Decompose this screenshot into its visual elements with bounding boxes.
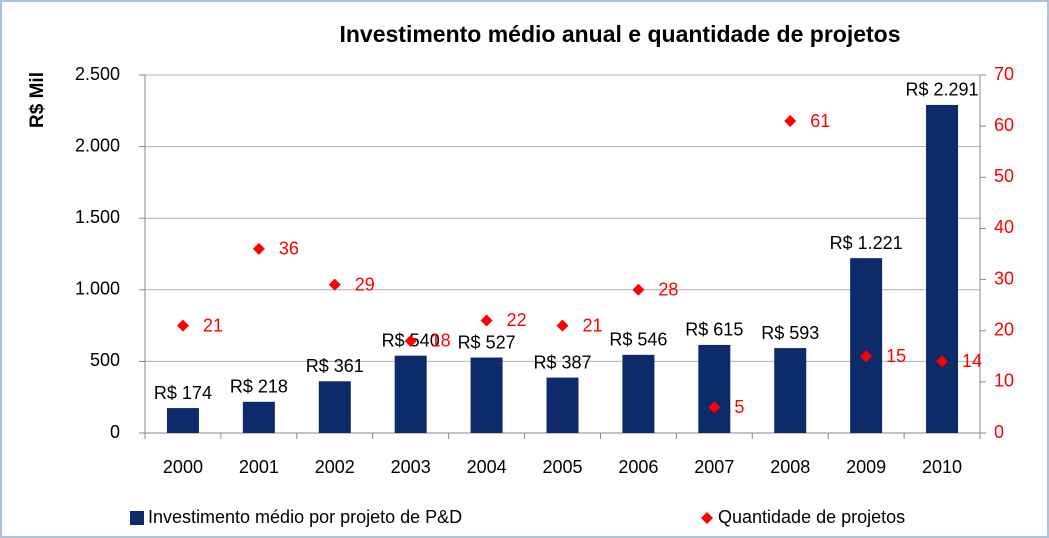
point [480, 314, 493, 327]
data-label: 28 [658, 280, 678, 300]
data-label: R$ 615 [685, 320, 743, 340]
legend-swatch [130, 511, 144, 525]
bar [166, 408, 199, 433]
data-label: 22 [507, 310, 527, 330]
y-tick-label: 2.000 [75, 135, 120, 155]
x-tick-label: 2000 [163, 457, 203, 477]
y2-tick-label: 30 [994, 268, 1014, 288]
x-tick-label: 2008 [770, 457, 810, 477]
data-label: 21 [203, 315, 223, 335]
bar [774, 348, 807, 433]
y-tick-label: 0 [110, 422, 120, 442]
x-tick-label: 2001 [239, 457, 279, 477]
x-tick-label: 2004 [467, 457, 507, 477]
data-label: 14 [962, 351, 982, 371]
point [860, 350, 873, 363]
x-tick-label: 2007 [694, 457, 734, 477]
y2-tick-label: 60 [994, 115, 1014, 135]
point [328, 278, 341, 291]
y2-tick-label: 10 [994, 371, 1014, 391]
bar [622, 354, 655, 433]
y-axis-label: R$ Mil [27, 72, 48, 128]
bar [926, 104, 959, 433]
bar [698, 344, 731, 433]
data-label: 21 [583, 315, 603, 335]
x-tick-label: 2006 [618, 457, 658, 477]
point [936, 355, 949, 368]
data-label: 15 [886, 346, 906, 366]
x-tick-label: 2005 [542, 457, 582, 477]
point [784, 115, 797, 128]
point [252, 242, 265, 255]
data-label: 36 [279, 239, 299, 259]
bar [546, 377, 579, 433]
data-label: R$ 2.291 [906, 80, 979, 100]
data-label: R$ 1.221 [830, 233, 903, 253]
data-label: R$ 546 [609, 330, 667, 350]
x-tick-label: 2002 [315, 457, 355, 477]
y-tick-label: 1.000 [75, 279, 120, 299]
x-tick-label: 2009 [846, 457, 886, 477]
data-label: 5 [734, 397, 744, 417]
point [708, 401, 721, 414]
bar [242, 401, 275, 433]
point [404, 334, 417, 347]
bar [318, 381, 351, 433]
data-label: R$ 527 [458, 332, 516, 352]
data-label: R$ 387 [533, 352, 591, 372]
legend-label: Investimento médio por projeto de P&D [148, 507, 462, 527]
point [176, 319, 189, 332]
bar [394, 355, 427, 433]
data-label: R$ 593 [761, 323, 819, 343]
y-tick-label: 2.500 [75, 64, 120, 84]
data-label: 29 [355, 274, 375, 294]
data-label: 61 [810, 111, 830, 131]
data-label: R$ 361 [306, 356, 364, 376]
legend-label: Quantidade de projetos [718, 507, 905, 527]
y2-tick-label: 50 [994, 166, 1014, 186]
y2-tick-label: 0 [994, 422, 1004, 442]
data-label: 18 [431, 331, 451, 351]
y-tick-label: 500 [90, 350, 120, 370]
y2-tick-label: 20 [994, 319, 1014, 339]
data-label: R$ 174 [154, 383, 212, 403]
bar [470, 357, 503, 433]
point [556, 319, 569, 332]
x-tick-label: 2003 [391, 457, 431, 477]
y2-tick-label: 40 [994, 217, 1014, 237]
data-label: R$ 218 [230, 377, 288, 397]
bar [850, 258, 883, 433]
y2-tick-label: 70 [994, 64, 1014, 84]
x-tick-label: 2010 [922, 457, 962, 477]
legend-swatch [701, 512, 713, 524]
point [632, 283, 645, 296]
y-tick-label: 1.500 [75, 207, 120, 227]
chart-title: Investimento médio anual e quantidade de… [339, 21, 900, 47]
